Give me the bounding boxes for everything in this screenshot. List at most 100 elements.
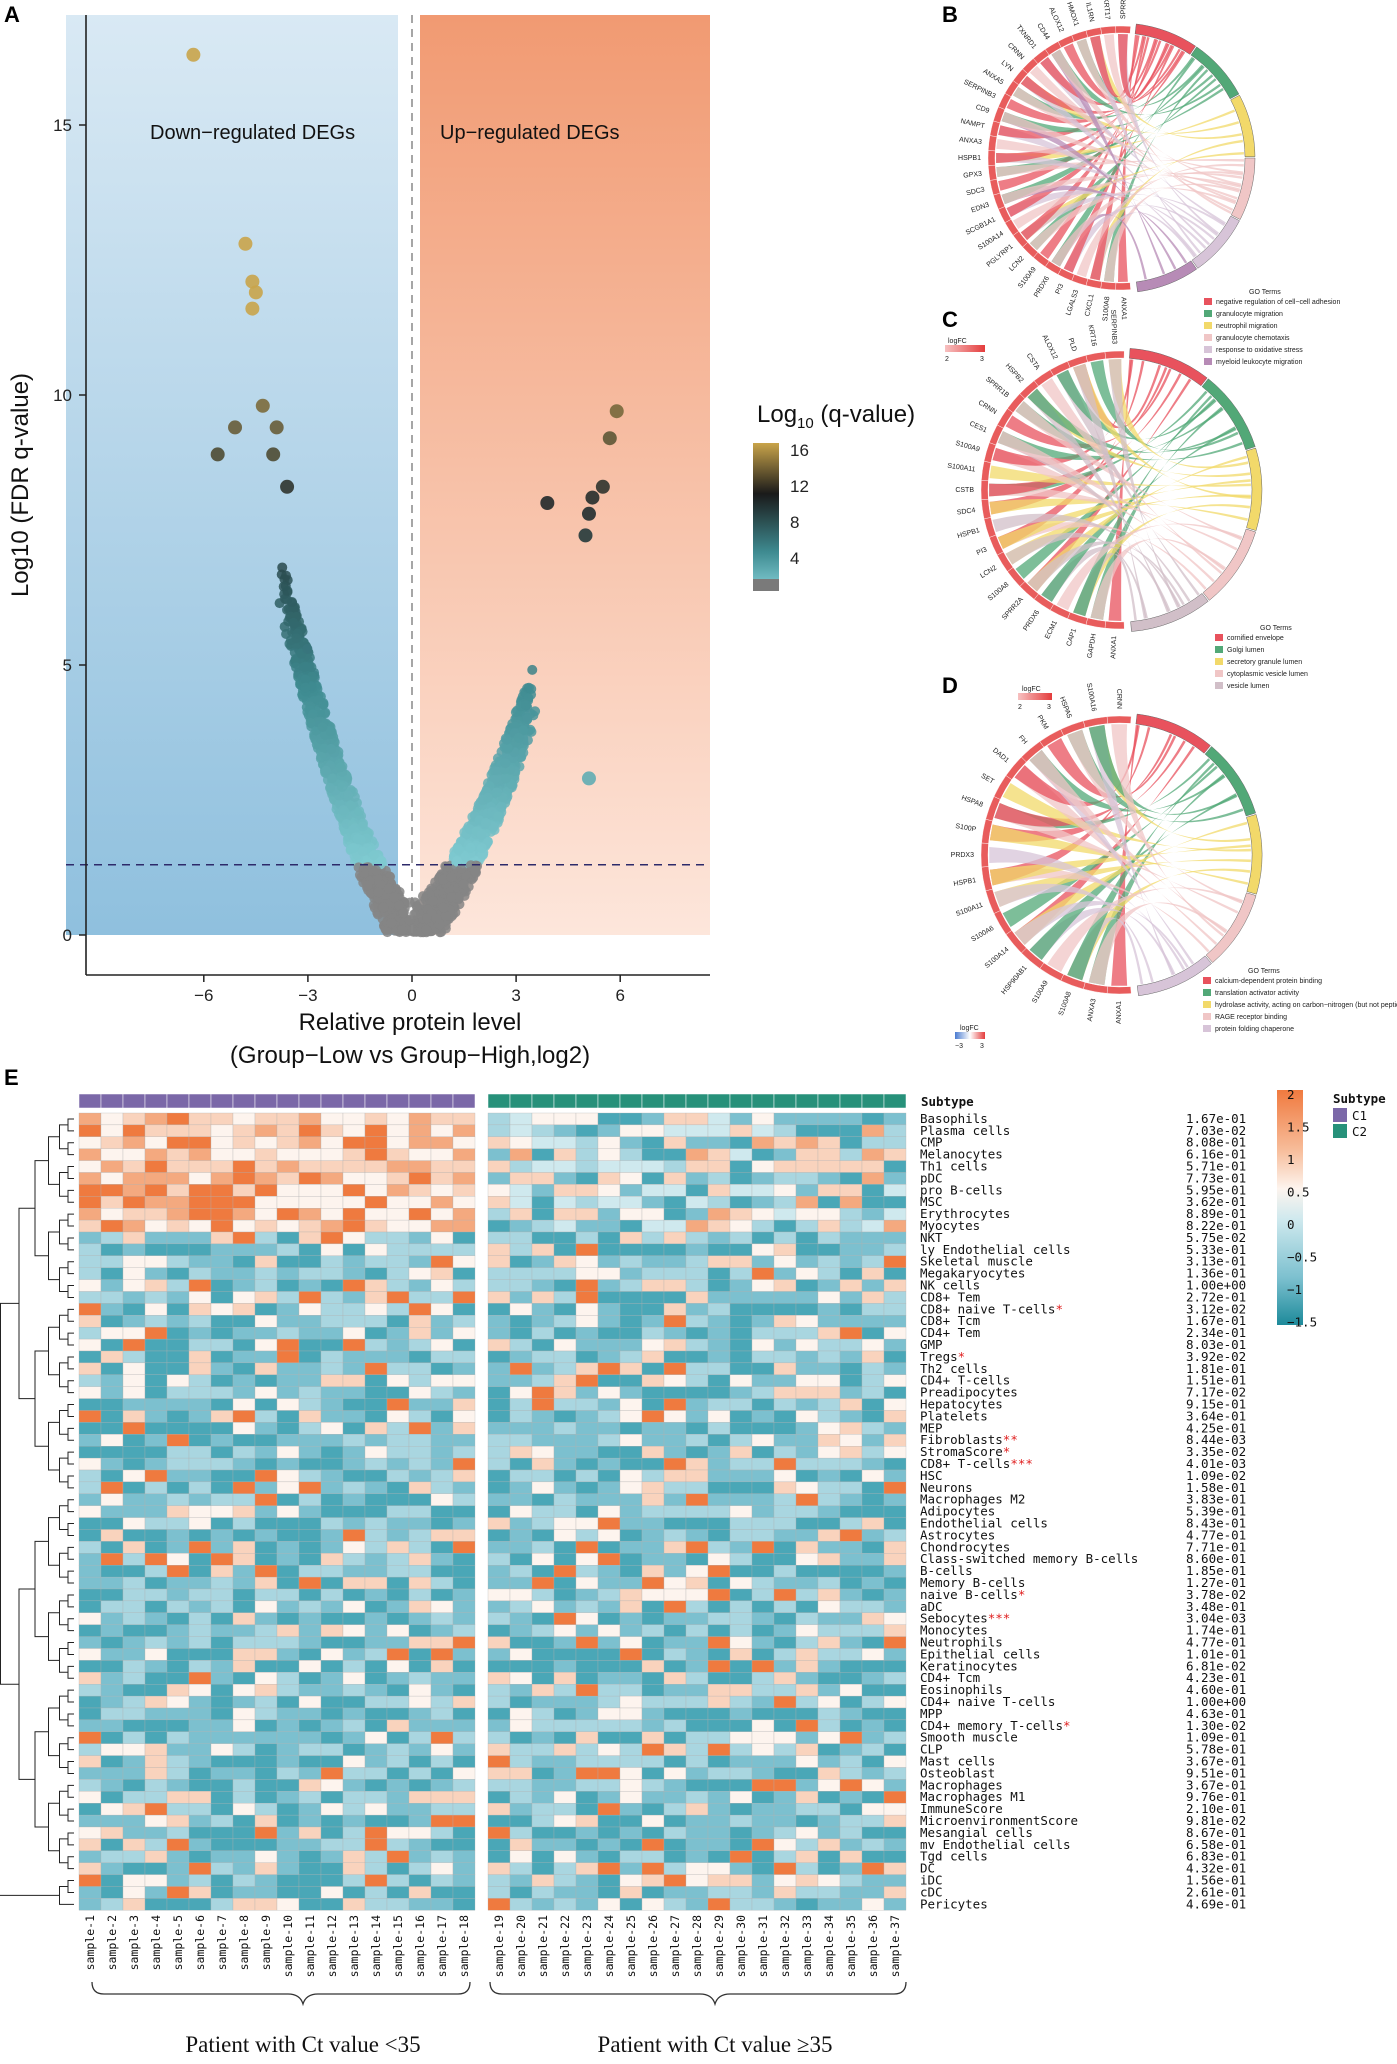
volcano-point: [348, 842, 359, 853]
volcano-point: [326, 773, 337, 784]
heatmap-cell: [685, 1434, 709, 1447]
heatmap-cell: [342, 1350, 366, 1364]
dendrogram-branch: [67, 1665, 74, 1679]
heatmap-cell: [452, 1576, 476, 1590]
heatmap-cell: [298, 1255, 322, 1268]
heatmap-cell: [166, 1791, 190, 1804]
heatmap-cell: [597, 1338, 621, 1352]
heatmap-cell: [861, 1850, 885, 1863]
heatmap-cell: [531, 1469, 555, 1483]
row-label: CD8+ naive T-cells*: [920, 1301, 1063, 1316]
heatmap-cell: [883, 1208, 907, 1221]
heatmap-cell: [509, 1791, 533, 1804]
heatmap-cell: [210, 1315, 234, 1328]
heatmap-cell: [166, 1684, 190, 1697]
heatmap-cell: [342, 1803, 366, 1816]
heatmap-cell: [795, 1481, 819, 1494]
heatmap-cell: [144, 1612, 168, 1625]
chord-gene-label: S100A8: [1058, 991, 1073, 1017]
heatmap-cell: [100, 1327, 124, 1340]
heatmap-cell: [839, 1208, 863, 1221]
heatmap-cell: [839, 1767, 863, 1780]
heatmap-cell: [509, 1148, 533, 1161]
heatmap-cell: [663, 1231, 687, 1245]
chord-ribbon: [1076, 163, 1244, 278]
heatmap-cell: [408, 1517, 432, 1530]
heatmap-cell: [276, 1886, 300, 1899]
heatmap-cell: [122, 1303, 146, 1316]
heatmap-cell: [364, 1493, 388, 1506]
chord-ribbon: [989, 465, 1251, 487]
heatmap-cell: [707, 1648, 731, 1661]
up-region-label: Up−regulated DEGs: [440, 122, 620, 144]
volcano-point: [440, 911, 451, 922]
column-label: sample-28: [690, 1915, 704, 1977]
heatmap-cell: [430, 1743, 454, 1756]
heatmap-cell: [663, 1148, 687, 1161]
heatmap-cell: [188, 1279, 212, 1292]
heatmap-cell: [254, 1791, 278, 1804]
heatmap-cell: [342, 1136, 366, 1149]
heatmap-cell: [729, 1779, 753, 1792]
heatmap-cell: [452, 1719, 476, 1732]
heatmap-cell: [100, 1315, 124, 1328]
heatmap-cell: [320, 1826, 344, 1840]
heatmap-cell: [531, 1148, 555, 1161]
heatmap-cell: [166, 1398, 190, 1411]
x-tick-label: −6: [194, 986, 213, 1005]
heatmap-cell: [685, 1112, 709, 1126]
heatmap-cell: [531, 1422, 555, 1435]
heatmap-cell: [298, 1767, 322, 1780]
heatmap-cell: [553, 1327, 577, 1340]
heatmap-cell: [232, 1838, 256, 1851]
heatmap-cell: [452, 1588, 476, 1602]
chord-ribbon: [1020, 75, 1210, 246]
heatmap-cell: [254, 1731, 278, 1744]
heatmap-cell: [430, 1648, 454, 1661]
heatmap-cell: [210, 1124, 234, 1137]
heatmap-cell: [232, 1779, 256, 1792]
heatmap-cell: [122, 1160, 146, 1173]
heatmap-cell: [232, 1208, 256, 1221]
heatmap-cell: [276, 1148, 300, 1161]
heatmap-cell: [408, 1505, 432, 1518]
heatmap-cell: [839, 1255, 863, 1268]
heatmap-cell: [122, 1112, 146, 1126]
heatmap-cell: [298, 1695, 322, 1709]
heatmap-cell: [276, 1303, 300, 1316]
heatmap-cell: [430, 1862, 454, 1875]
heatmap-cell: [773, 1196, 797, 1209]
heatmap-cell: [729, 1481, 753, 1494]
heatmap-cell: [210, 1803, 234, 1816]
heatmap-cell: [685, 1255, 709, 1268]
heatmap-cell: [342, 1588, 366, 1602]
heatmap-cell: [597, 1422, 621, 1435]
subtype-legend-c2: C2: [1352, 1124, 1367, 1139]
heatmap-cell: [452, 1660, 476, 1673]
heatmap-cell: [430, 1457, 454, 1471]
heatmap-cell: [487, 1219, 511, 1233]
heatmap-cell: [751, 1505, 775, 1518]
heatmap-cell: [861, 1660, 885, 1673]
heatmap-cell: [531, 1803, 555, 1816]
heatmap-cell: [883, 1707, 907, 1721]
heatmap-cell: [364, 1315, 388, 1328]
dendrogram-branch: [67, 1451, 74, 1465]
heatmap-cell: [342, 1446, 366, 1459]
heatmap-cell: [575, 1755, 599, 1768]
heatmap-cell: [78, 1707, 102, 1721]
heatmap-cell: [144, 1124, 168, 1137]
heatmap-cell: [298, 1803, 322, 1816]
heatmap-cell: [487, 1826, 511, 1840]
heatmap-cell: [531, 1672, 555, 1685]
heatmap-cell: [430, 1684, 454, 1697]
heatmap-cell: [795, 1374, 819, 1387]
heatmap-cell: [839, 1338, 863, 1352]
heatmap-cell: [298, 1493, 322, 1506]
heatmap-cell: [78, 1457, 102, 1471]
heatmap-cell: [641, 1541, 665, 1554]
heatmap-cell: [232, 1457, 256, 1471]
heatmap-cell: [122, 1338, 146, 1352]
heatmap-cell: [685, 1469, 709, 1483]
